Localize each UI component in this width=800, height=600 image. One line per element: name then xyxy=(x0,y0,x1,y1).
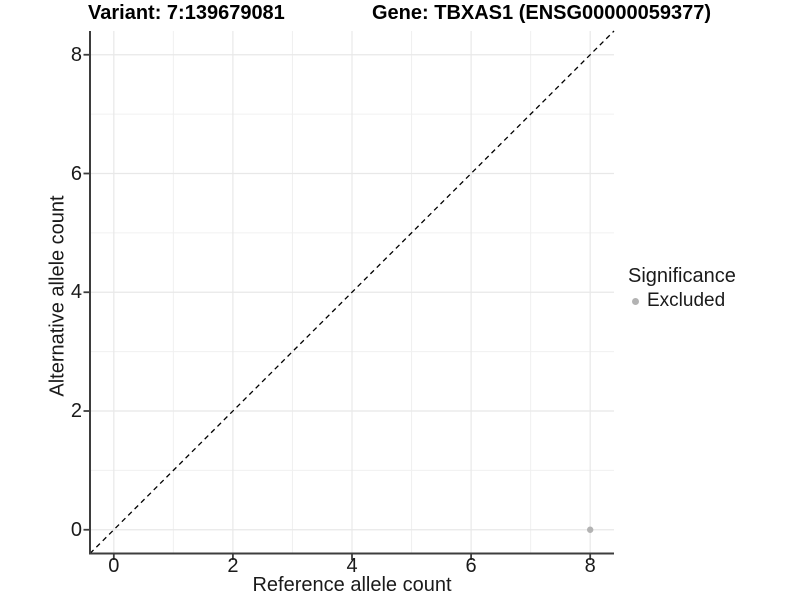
data-point-excluded xyxy=(586,526,594,533)
y-tick-label-6: 6 xyxy=(70,162,82,185)
x-axis-label: Reference allele count xyxy=(252,574,452,596)
x-tick-label-0: 0 xyxy=(108,555,120,577)
y-tick-label-4: 4 xyxy=(70,281,82,304)
excluded-point-icon xyxy=(632,297,639,305)
gene-title: Gene: TBXAS1 (ENSG00000059377) xyxy=(372,2,712,24)
x-tick-label-6: 6 xyxy=(465,555,477,577)
x-tick-label-2: 2 xyxy=(227,555,239,577)
y-axis-label: Alternative allele count xyxy=(46,195,69,397)
x-tick-label-8: 8 xyxy=(584,555,596,577)
y-tick-label-2: 2 xyxy=(70,400,82,422)
variant-title: Variant: 7:139679081 xyxy=(88,2,285,24)
identity-dashed-line xyxy=(89,30,615,554)
legend-item-excluded: Excluded xyxy=(628,290,736,312)
y-tick-label-0: 0 xyxy=(70,518,82,541)
legend-item-label: Excluded xyxy=(647,290,726,311)
legend-title: Significance xyxy=(628,265,736,287)
legend: Significance Excluded xyxy=(628,265,736,312)
x-tick-label-4: 4 xyxy=(346,555,358,577)
y-tick-label-8: 8 xyxy=(70,43,82,66)
